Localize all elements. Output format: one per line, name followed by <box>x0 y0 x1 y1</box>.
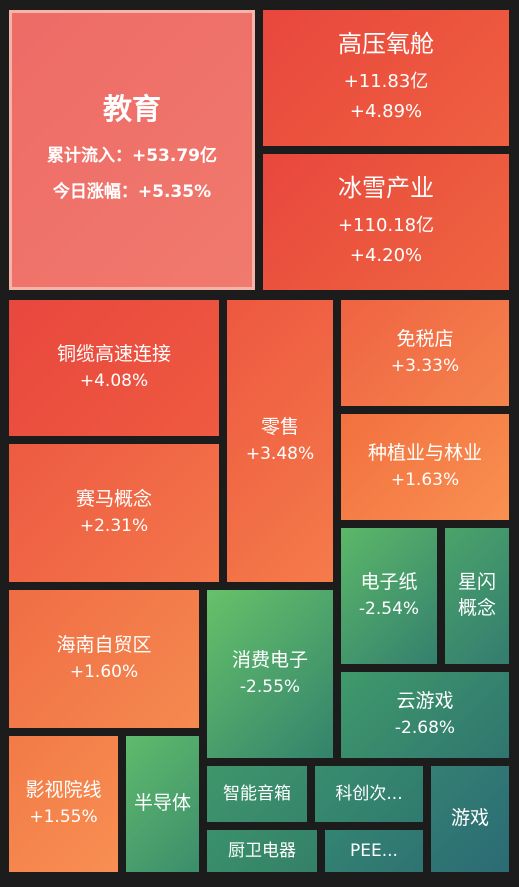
sector-name: 半导体 <box>133 792 191 815</box>
sector-tile[interactable]: 海南自贸区 +1.60% <box>9 590 199 728</box>
sector-name: 影视院线 <box>25 779 102 801</box>
sector-name: 游戏 <box>450 807 489 830</box>
change-value: +1.55% <box>29 806 98 827</box>
sector-tile[interactable]: 种植业与林业 +1.63% <box>341 414 509 520</box>
sector-name: 免税店 <box>396 328 454 350</box>
sector-name: 云游戏 <box>396 690 454 712</box>
sector-name: 高压氧舱 <box>338 30 434 59</box>
sector-change: 今日涨幅：+5.35% <box>53 175 211 211</box>
change-value: +4.20% <box>349 245 423 267</box>
sector-tile[interactable]: 厨卫电器 <box>207 830 317 872</box>
sector-name: PEE... <box>350 840 398 861</box>
sector-tile[interactable]: 免税店 +3.33% <box>341 300 509 406</box>
sector-tile[interactable]: 教育 累计流入：+53.79亿 今日涨幅：+5.35% <box>9 10 255 290</box>
change-value: +1.63% <box>390 469 460 490</box>
sector-name: 智能音箱 <box>223 783 291 804</box>
change-value: +3.48% <box>245 443 315 464</box>
change-value: +1.60% <box>69 661 139 682</box>
inflow-value: +53.79亿 <box>131 145 218 166</box>
sector-tile[interactable]: 游戏 <box>431 766 509 872</box>
sector-tile[interactable]: 零售 +3.48% <box>227 300 333 582</box>
sector-tile[interactable]: 冰雪产业 +110.18亿 +4.20% <box>263 154 509 290</box>
sector-tile[interactable]: 赛马概念 +2.31% <box>9 444 219 582</box>
sector-name: 零售 <box>260 416 299 438</box>
sector-inflow: 累计流入：+53.79亿 <box>47 139 217 175</box>
sector-name: 教育 <box>102 91 161 126</box>
change-label: 今日涨幅： <box>52 181 138 202</box>
sector-tile[interactable]: 高压氧舱 +11.83亿 +4.89% <box>263 10 509 146</box>
sector-name: 科创次... <box>335 783 403 804</box>
sector-name: 海南自贸区 <box>56 634 152 656</box>
sector-tile[interactable]: 云游戏 -2.68% <box>341 672 509 758</box>
sector-tile[interactable]: 影视院线 +1.55% <box>9 736 118 872</box>
sector-name: 消费电子 <box>231 649 308 671</box>
change-value: +3.33% <box>390 355 460 376</box>
change-value: -2.54% <box>358 598 420 619</box>
inflow-value: +11.83亿 <box>343 70 429 92</box>
inflow-value: +110.18亿 <box>337 214 435 236</box>
inflow-label: 累计流入： <box>46 145 132 166</box>
sector-tile[interactable]: 星闪概念 <box>445 528 509 664</box>
sector-name: 赛马概念 <box>75 488 152 510</box>
sector-name: 铜缆高速连接 <box>56 343 171 365</box>
change-value: -2.68% <box>394 717 456 738</box>
sector-name: 冰雪产业 <box>338 174 434 203</box>
sector-tile[interactable]: 铜缆高速连接 +4.08% <box>9 300 219 436</box>
change-value: -2.55% <box>239 676 301 697</box>
change-value: +4.08% <box>79 370 149 391</box>
sector-tile[interactable]: PEE... <box>325 830 423 872</box>
sector-name: 种植业与林业 <box>367 442 482 464</box>
change-value: +5.35% <box>137 181 212 202</box>
sector-tile[interactable]: 智能音箱 <box>207 766 307 822</box>
sector-tile[interactable]: 电子纸 -2.54% <box>341 528 437 664</box>
sector-name: 电子纸 <box>360 571 418 593</box>
sector-tile[interactable]: 半导体 <box>126 736 199 872</box>
sector-tile[interactable]: 消费电子 -2.55% <box>207 590 333 758</box>
sector-name: 星闪概念 <box>457 571 496 619</box>
sector-tile[interactable]: 科创次... <box>315 766 423 822</box>
change-value: +2.31% <box>79 515 149 536</box>
sector-name: 厨卫电器 <box>228 840 296 861</box>
change-value: +4.89% <box>349 101 423 123</box>
